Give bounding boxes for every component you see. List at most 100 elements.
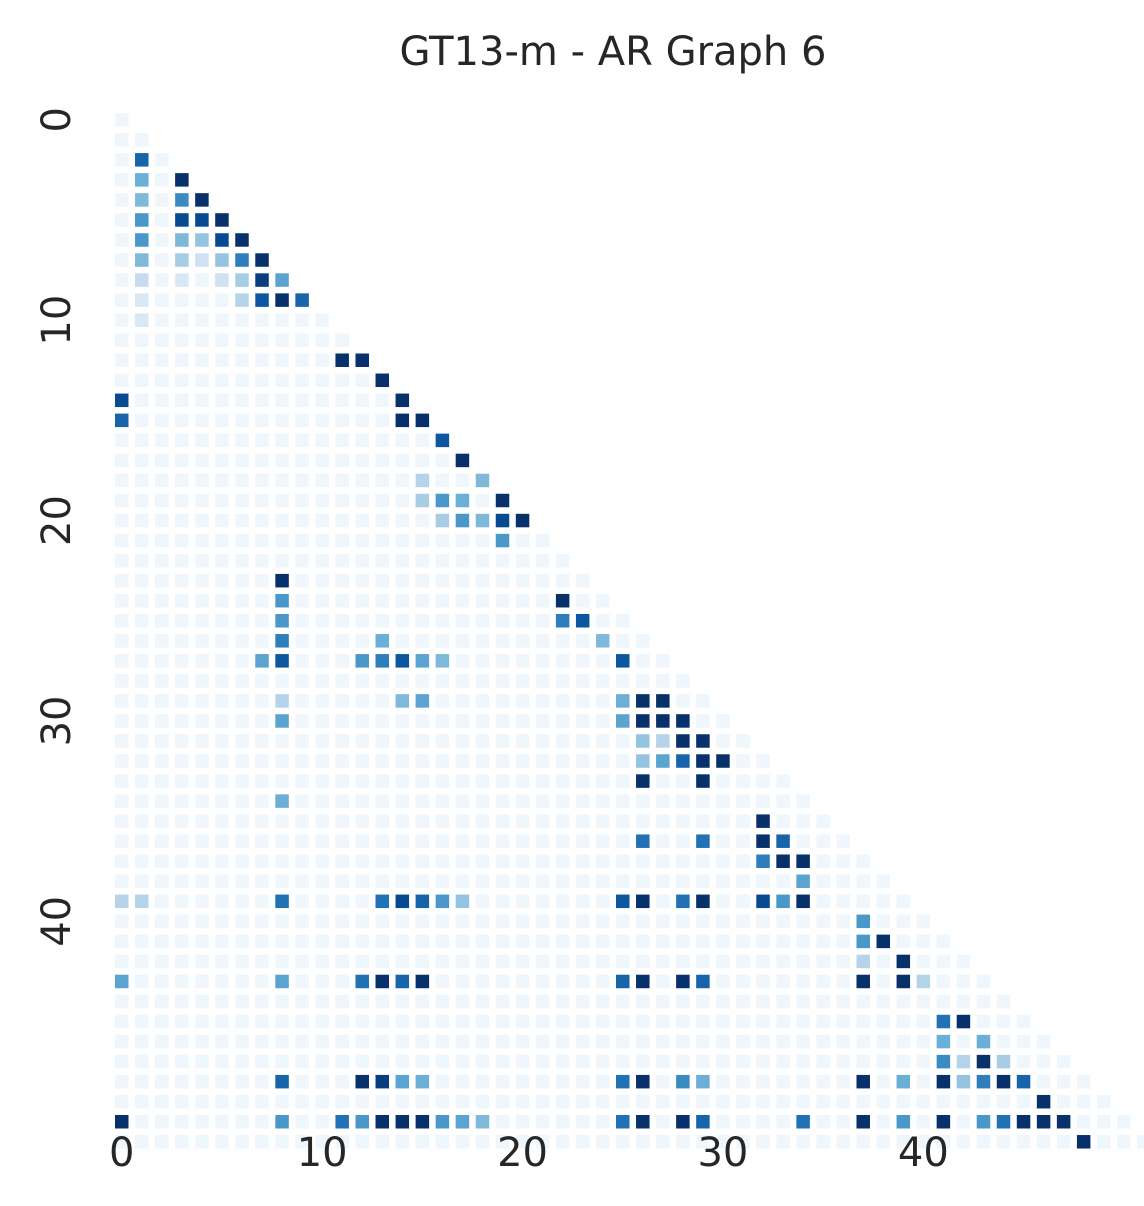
heatmap-cell bbox=[235, 1135, 249, 1149]
heatmap-cell bbox=[575, 734, 590, 748]
heatmap-cell bbox=[275, 293, 289, 307]
heatmap-cell bbox=[315, 353, 329, 367]
heatmap-cell bbox=[395, 734, 410, 748]
heatmap-cell bbox=[515, 1094, 530, 1109]
heatmap-cell bbox=[335, 894, 349, 909]
heatmap-cell bbox=[235, 754, 249, 768]
heatmap-cell bbox=[656, 854, 670, 868]
heatmap-cell bbox=[856, 1034, 870, 1049]
heatmap-cell bbox=[155, 814, 169, 828]
heatmap-cell bbox=[736, 874, 750, 889]
heatmap-cell bbox=[355, 553, 369, 568]
heatmap-cell bbox=[676, 854, 690, 868]
heatmap-cell bbox=[816, 914, 830, 929]
heatmap-cell bbox=[575, 774, 590, 788]
heatmap-cell bbox=[195, 413, 209, 428]
heatmap-cell bbox=[415, 794, 430, 808]
heatmap-cell bbox=[676, 674, 690, 688]
heatmap-cell bbox=[475, 674, 490, 688]
heatmap-cell bbox=[716, 974, 730, 989]
heatmap-cell bbox=[115, 593, 129, 608]
heatmap-cell bbox=[555, 894, 570, 909]
heatmap-cell bbox=[636, 874, 650, 889]
heatmap-cell bbox=[495, 874, 510, 889]
heatmap-cell bbox=[215, 614, 229, 628]
heatmap-cell bbox=[115, 153, 129, 167]
heatmap-cell bbox=[515, 1115, 530, 1129]
heatmap-cell bbox=[375, 614, 390, 628]
heatmap-cell bbox=[636, 674, 650, 688]
heatmap-cell bbox=[335, 493, 349, 508]
heatmap-cell bbox=[455, 614, 470, 628]
heatmap-cell bbox=[375, 533, 390, 548]
heatmap-cell bbox=[616, 1034, 630, 1049]
heatmap-cell bbox=[335, 874, 349, 889]
heatmap-cell bbox=[475, 473, 490, 488]
heatmap-cell bbox=[736, 1135, 750, 1149]
heatmap-cell bbox=[175, 333, 189, 347]
heatmap-cell bbox=[215, 513, 229, 528]
heatmap-cell bbox=[255, 614, 269, 628]
heatmap-cell bbox=[215, 794, 229, 808]
heatmap-cell bbox=[836, 1135, 850, 1149]
heatmap-cell bbox=[155, 934, 169, 949]
heatmap-cell bbox=[916, 974, 931, 989]
heatmap-cell bbox=[315, 874, 329, 889]
heatmap-cell bbox=[215, 313, 229, 327]
heatmap-cell bbox=[455, 1054, 470, 1069]
heatmap-cell bbox=[135, 273, 149, 287]
heatmap-cell bbox=[295, 634, 309, 648]
heatmap-cell bbox=[295, 313, 309, 327]
heatmap-cell bbox=[355, 1094, 369, 1109]
heatmap-cell bbox=[115, 113, 129, 127]
heatmap-cell bbox=[375, 774, 390, 788]
heatmap-cell bbox=[295, 553, 309, 568]
heatmap-cell bbox=[756, 914, 770, 929]
heatmap-cell bbox=[636, 1054, 650, 1069]
heatmap-cell bbox=[475, 994, 490, 1009]
heatmap-cell bbox=[616, 1074, 630, 1089]
heatmap-cell bbox=[595, 654, 610, 668]
heatmap-cell bbox=[535, 694, 550, 708]
heatmap-cell bbox=[616, 714, 630, 728]
heatmap-cell bbox=[636, 714, 650, 728]
heatmap-cell bbox=[215, 253, 229, 267]
heatmap-cell bbox=[535, 1135, 550, 1149]
heatmap-cell bbox=[155, 614, 169, 628]
heatmap-cell bbox=[575, 573, 590, 588]
heatmap-cell bbox=[555, 654, 570, 668]
heatmap-cell bbox=[776, 814, 790, 828]
heatmap-cell bbox=[155, 573, 169, 588]
heatmap-cell bbox=[215, 934, 229, 949]
heatmap-cell bbox=[836, 1034, 850, 1049]
heatmap-cell bbox=[836, 1054, 850, 1069]
heatmap-cell bbox=[255, 774, 269, 788]
heatmap-cell bbox=[395, 533, 410, 548]
heatmap-cell bbox=[636, 974, 650, 989]
heatmap-cell bbox=[275, 453, 289, 468]
heatmap-cell bbox=[756, 1074, 770, 1089]
heatmap-cell bbox=[195, 794, 209, 808]
heatmap-cell bbox=[395, 1034, 410, 1049]
heatmap-cell bbox=[916, 1054, 931, 1069]
heatmap-cell bbox=[135, 393, 149, 408]
heatmap-cell bbox=[295, 453, 309, 468]
heatmap-cell bbox=[235, 814, 249, 828]
heatmap-cell bbox=[255, 854, 269, 868]
heatmap-cell bbox=[255, 1034, 269, 1049]
heatmap-cell bbox=[295, 614, 309, 628]
heatmap-cell bbox=[175, 513, 189, 528]
heatmap-cell bbox=[956, 1135, 971, 1149]
heatmap-cell bbox=[455, 593, 470, 608]
heatmap-cell bbox=[756, 814, 770, 828]
heatmap-cell bbox=[175, 814, 189, 828]
heatmap-cell bbox=[355, 1115, 369, 1129]
heatmap-cell bbox=[255, 954, 269, 969]
heatmap-cells bbox=[115, 113, 1144, 1149]
heatmap-cell bbox=[616, 674, 630, 688]
heatmap-cell bbox=[435, 493, 450, 508]
heatmap-cell bbox=[415, 614, 430, 628]
heatmap-cell bbox=[155, 874, 169, 889]
heatmap-cell bbox=[355, 854, 369, 868]
heatmap-cell bbox=[375, 453, 390, 468]
